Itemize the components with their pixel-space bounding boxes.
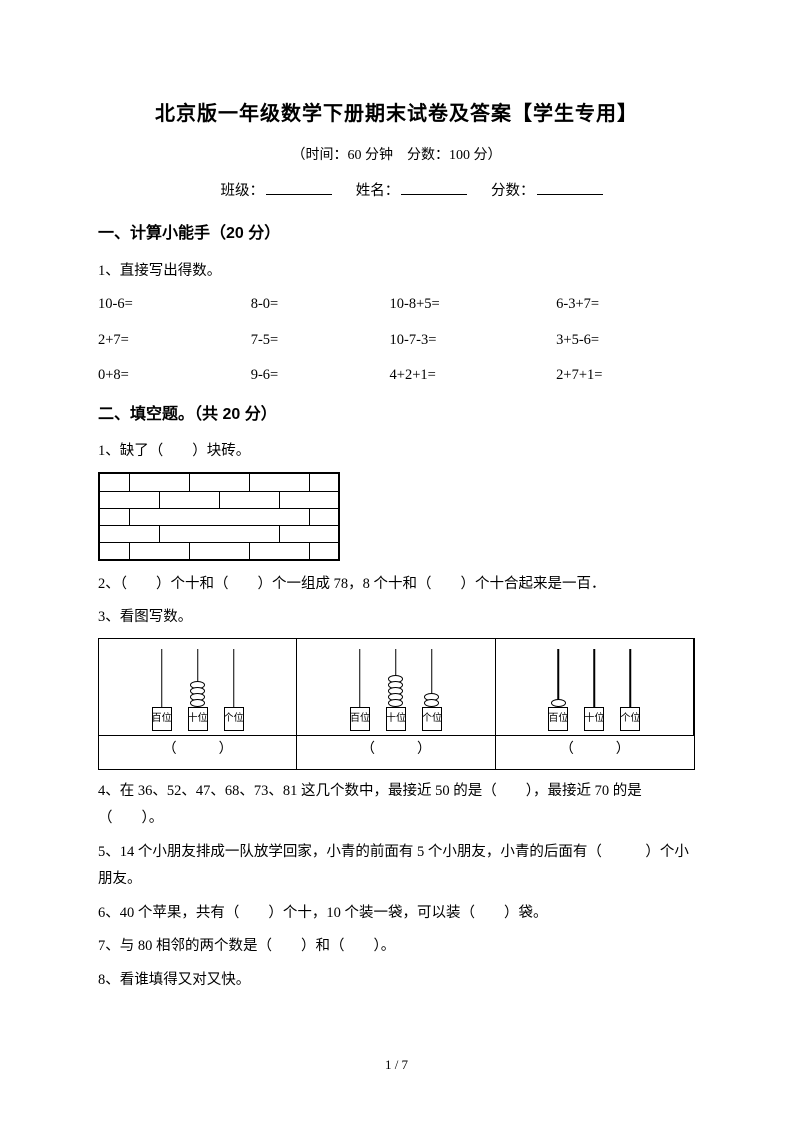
s2q1: 1、缺了（ ）块砖。	[98, 438, 695, 466]
s1q1-label: 1、直接写出得数。	[98, 258, 695, 286]
calc-cell: 2+7=	[98, 327, 251, 355]
calc-cell: 10-8+5=	[390, 291, 557, 319]
place-one: 个位	[224, 707, 244, 731]
abacus-answer-3[interactable]: （ ）	[496, 735, 694, 769]
calc-cell: 0+8=	[98, 362, 251, 390]
s2q5: 5、14 个小朋友排成一队放学回家，小青的前面有 5 个小朋友，小青的后面有（ …	[98, 839, 695, 894]
calc-cell: 3+5-6=	[556, 327, 695, 355]
calc-grid: 10-6= 8-0= 10-8+5= 6-3+7= 2+7= 7-5= 10-7…	[98, 291, 695, 390]
section1-header: 一、计算小能手（20 分）	[98, 219, 695, 249]
score-blank[interactable]	[537, 181, 603, 195]
s2q6: 6、40 个苹果，共有（ ）个十，10 个装一袋，可以装（ ）袋。	[98, 900, 695, 928]
calc-cell: 10-7-3=	[390, 327, 557, 355]
calc-cell: 4+2+1=	[390, 362, 557, 390]
calc-cell: 2+7+1=	[556, 362, 695, 390]
place-ten: 十位	[188, 707, 208, 731]
subtitle: （时间：60 分钟 分数：100 分）	[98, 143, 695, 170]
page-footer: 1 / 7	[0, 1053, 793, 1078]
brick-wall	[98, 472, 340, 561]
score-label: 分数：	[491, 183, 535, 199]
name-blank[interactable]	[401, 181, 467, 195]
abacus-cell-1: 百位 十位 个位	[99, 639, 297, 735]
class-label: 班级：	[221, 183, 265, 199]
s2q7: 7、与 80 相邻的两个数是（ ）和（ ）。	[98, 933, 695, 961]
abacus-answer-1[interactable]: （ ）	[99, 735, 297, 769]
abacus-answer-2[interactable]: （ ）	[297, 735, 495, 769]
section2-header: 二、填空题。（共 20 分）	[98, 400, 695, 430]
class-blank[interactable]	[266, 181, 332, 195]
abacus-table: 百位 十位 个位 百位 十位 个位 百位 十位 个位 （ ） （ ） （ ）	[98, 638, 695, 770]
abacus-cell-3: 百位 十位 个位	[496, 639, 694, 735]
abacus-cell-2: 百位 十位 个位	[297, 639, 495, 735]
s2q8: 8、看谁填得又对又快。	[98, 967, 695, 995]
calc-cell: 10-6=	[98, 291, 251, 319]
page-title: 北京版一年级数学下册期末试卷及答案【学生专用】	[98, 95, 695, 133]
s2q2: 2、（ ）个十和（ ）个一组成 78，8 个十和（ ）个十合起来是一百．	[98, 571, 695, 599]
s2q3-label: 3、看图写数。	[98, 604, 695, 632]
s2q4: 4、在 36、52、47、68、73、81 这几个数中，最接近 50 的是（ ）…	[98, 778, 695, 833]
place-hundred: 百位	[152, 707, 172, 731]
name-label: 姓名：	[356, 183, 400, 199]
info-line: 班级： 姓名： 分数：	[98, 178, 695, 206]
calc-cell: 9-6=	[251, 362, 390, 390]
calc-cell: 6-3+7=	[556, 291, 695, 319]
calc-cell: 7-5=	[251, 327, 390, 355]
calc-cell: 8-0=	[251, 291, 390, 319]
